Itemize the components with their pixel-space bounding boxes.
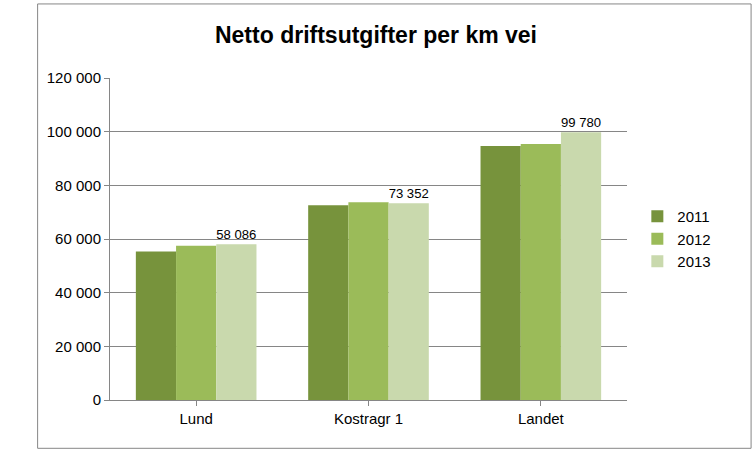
svg-text:2011: 2011 (677, 208, 709, 225)
svg-text:2013: 2013 (677, 253, 710, 270)
svg-text:0: 0 (93, 391, 101, 408)
svg-text:120 000: 120 000 (47, 69, 101, 86)
svg-text:80 000: 80 000 (55, 177, 101, 194)
svg-text:40 000: 40 000 (55, 284, 101, 301)
svg-text:2012: 2012 (677, 231, 710, 248)
svg-text:20 000: 20 000 (55, 338, 101, 355)
svg-text:73 352: 73 352 (389, 186, 429, 201)
svg-text:Lund: Lund (179, 410, 212, 427)
svg-text:100 000: 100 000 (47, 123, 101, 140)
svg-text:Kostragr 1: Kostragr 1 (334, 410, 403, 427)
svg-text:60 000: 60 000 (55, 230, 101, 247)
svg-text:Landet: Landet (518, 410, 565, 427)
svg-text:99 780: 99 780 (561, 115, 601, 130)
svg-text:Netto driftsutgifter per km ve: Netto driftsutgifter per km vei (215, 22, 537, 48)
svg-text:58 086: 58 086 (216, 227, 256, 242)
